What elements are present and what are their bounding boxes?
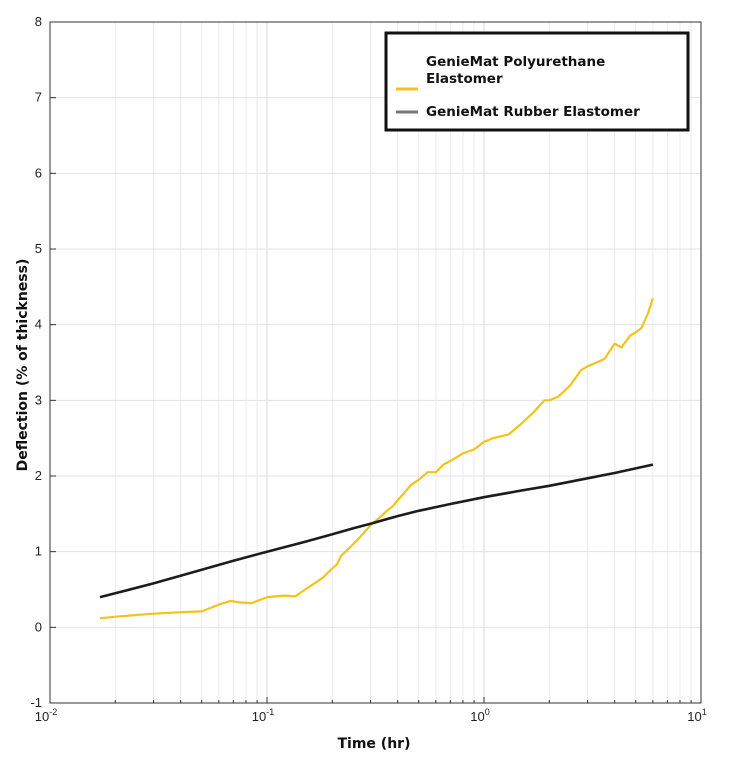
- x-tick-label: 10-1: [252, 707, 274, 724]
- y-tick-label: 4: [35, 317, 42, 332]
- x-tick-label: 101: [687, 707, 706, 724]
- y-axis-label: Deflection (% of thickness): [15, 259, 31, 472]
- legend-label-rubber: GenieMat Rubber Elastomer: [426, 104, 640, 120]
- y-tick-label: 2: [35, 468, 42, 483]
- y-tick-label: 6: [35, 165, 42, 180]
- series-polyurethane-line: [99, 297, 654, 620]
- series-rubber-line: [99, 463, 654, 599]
- x-tick-label: 100: [470, 707, 489, 724]
- y-tick-label: -1: [30, 695, 42, 710]
- x-axis-label: Time (hr): [338, 736, 411, 752]
- series-lines: [99, 297, 654, 620]
- y-tick-label: 7: [35, 90, 42, 105]
- y-tick-label: 8: [35, 14, 42, 29]
- y-tick-label: 5: [35, 241, 42, 256]
- grid-lines: [49, 21, 701, 704]
- legend-box: [384, 31, 690, 132]
- legend: GenieMat Polyurethane Elastomer GenieMat…: [384, 31, 690, 132]
- axis-ticks: -1 0 1 2 3 4 5 6 7 8 10-2 10-1 100 101: [30, 14, 706, 724]
- plot-frame: [49, 21, 702, 704]
- legend-label-polyurethane: GenieMat Polyurethane Elastomer: [426, 54, 610, 87]
- y-tick-label: 3: [35, 392, 42, 407]
- x-tick-label: 10-2: [35, 707, 57, 724]
- y-tick-label: 1: [35, 544, 42, 559]
- y-tick-label: 0: [35, 619, 42, 634]
